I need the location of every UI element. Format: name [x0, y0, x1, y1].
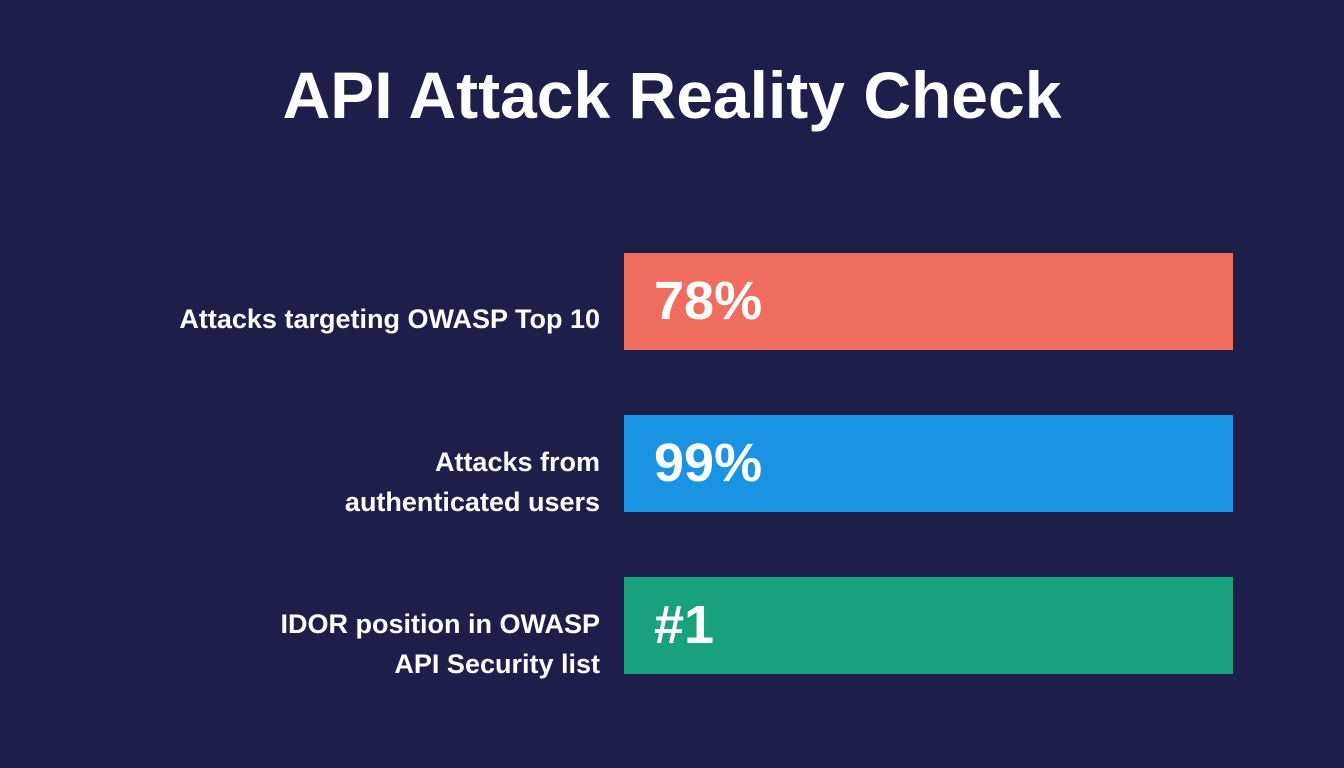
stat-label-line: Attacks from [434, 447, 600, 477]
stat-value: #1 [654, 595, 715, 655]
stat-label-line: authenticated users [344, 487, 600, 517]
stat-row-owasp-top10: Attacks targeting OWASP Top 10 78% [0, 253, 1344, 350]
stat-bar: 78% [624, 253, 1233, 350]
stat-bar: #1 [624, 577, 1233, 674]
stat-row-idor-position: IDOR position in OWASP API Security list… [0, 577, 1344, 679]
stat-label: Attacks targeting OWASP Top 10 [80, 299, 600, 339]
stat-value: 78% [654, 271, 763, 331]
stat-bar: 99% [624, 415, 1233, 512]
stat-label: IDOR position in OWASP API Security list [80, 604, 601, 684]
page-title: API Attack Reality Check [282, 58, 1062, 132]
stat-label-line: API Security list [394, 649, 600, 679]
stat-row-authenticated-users: Attacks from authenticated users 99% [0, 415, 1344, 517]
stat-label: Attacks from authenticated users [80, 442, 600, 522]
stat-label-line: Attacks targeting OWASP Top 10 [179, 304, 600, 334]
stat-value: 99% [654, 433, 763, 493]
stat-label-line: IDOR position in OWASP [280, 609, 601, 639]
